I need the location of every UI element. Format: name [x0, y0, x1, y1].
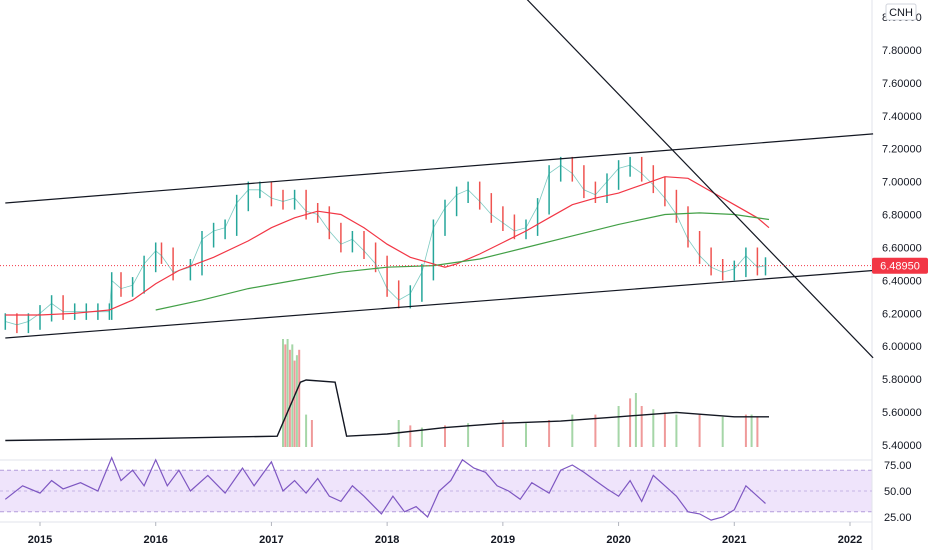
price-tick-label: 7.20000	[882, 144, 922, 156]
price-tick-label: 6.00000	[882, 341, 922, 353]
volume-bar	[571, 414, 574, 447]
volume-bar	[444, 425, 446, 447]
volume-bar	[305, 414, 308, 447]
time-tick-label: 2020	[606, 534, 630, 546]
volume-bar	[295, 355, 298, 447]
time-tick-label: 2015	[28, 534, 52, 546]
price-tick-label: 5.40000	[882, 440, 922, 452]
volume-bar	[698, 414, 701, 447]
time-tick-label: 2018	[375, 534, 399, 546]
volume-bar	[634, 393, 637, 447]
volume-bar	[467, 423, 470, 447]
rsi-layer	[0, 456, 872, 521]
time-tick-label: 2022	[838, 534, 862, 546]
volume-bar	[548, 420, 551, 447]
volume-bar	[310, 420, 313, 447]
symbol-badge-label: CNH	[889, 7, 913, 19]
volume-bar	[501, 420, 504, 447]
volume-bar	[756, 416, 759, 447]
time-tick-label: 2021	[722, 534, 746, 546]
time-tick-label: 2016	[143, 534, 167, 546]
volume-bar	[629, 398, 632, 447]
volume-bar	[675, 414, 678, 447]
volume-bar	[286, 339, 289, 447]
price-tick-label: 6.80000	[882, 210, 922, 222]
price-tick-label: 7.80000	[882, 45, 922, 57]
sma-green-line	[155, 212, 770, 311]
volume-bar	[594, 414, 597, 447]
volume-bar	[298, 349, 301, 447]
volume-ma-line	[5, 379, 769, 442]
volume-bar	[640, 406, 643, 447]
rsi-line	[4, 456, 766, 521]
volume-bar	[652, 409, 655, 447]
volume-bar	[409, 425, 412, 447]
volume-bar	[663, 412, 666, 447]
volume-bar	[721, 416, 724, 447]
volume-bar	[525, 423, 527, 447]
price-tick-label: 7.60000	[882, 78, 922, 90]
channel-lower-line	[5, 269, 874, 339]
current-price-badge: 6.48950	[872, 257, 928, 274]
trend-line	[526, 0, 874, 359]
volume-bar	[282, 339, 284, 447]
price-tick-label: 5.80000	[882, 374, 922, 386]
price-tick-label: 6.20000	[882, 308, 922, 320]
price-tick-label: 6.60000	[882, 243, 922, 255]
time-tick-label: 2017	[259, 534, 283, 546]
rsi-tick-label: 50.00	[884, 486, 912, 498]
volume-bar	[291, 344, 294, 447]
rsi-band	[0, 470, 872, 512]
volume-bar	[397, 420, 400, 447]
volume-bar	[293, 360, 296, 447]
volume-bar	[617, 406, 620, 447]
ema-red-line	[5, 176, 770, 316]
price-tick-label: 7.40000	[882, 111, 922, 123]
volume-bar	[284, 344, 287, 447]
rsi-tick-label: 75.00	[884, 460, 912, 472]
price-tick-label: 7.00000	[882, 177, 922, 189]
volume-bar	[288, 349, 291, 447]
time-tick-label: 2019	[491, 534, 515, 546]
volume-layer	[5, 339, 769, 447]
rsi-axis[interactable]: 75.00 50.00 25.00	[884, 460, 912, 524]
rsi-tick-label: 25.00	[884, 512, 912, 524]
volume-bar	[744, 414, 747, 447]
price-close-line	[5, 164, 766, 326]
current-price-label: 6.48950	[880, 261, 920, 273]
channel-upper-line	[5, 133, 874, 204]
symbol-badge[interactable]: CNH	[885, 3, 917, 21]
price-tick-label: 6.40000	[882, 275, 922, 287]
price-tick-label: 5.60000	[882, 407, 922, 419]
volume-bar	[420, 427, 423, 447]
volume-bar	[750, 414, 753, 447]
time-axis[interactable]: 2015 2016 2017 2018 2019 2020 2021 2022	[28, 522, 862, 546]
lines-layer	[5, 0, 874, 359]
